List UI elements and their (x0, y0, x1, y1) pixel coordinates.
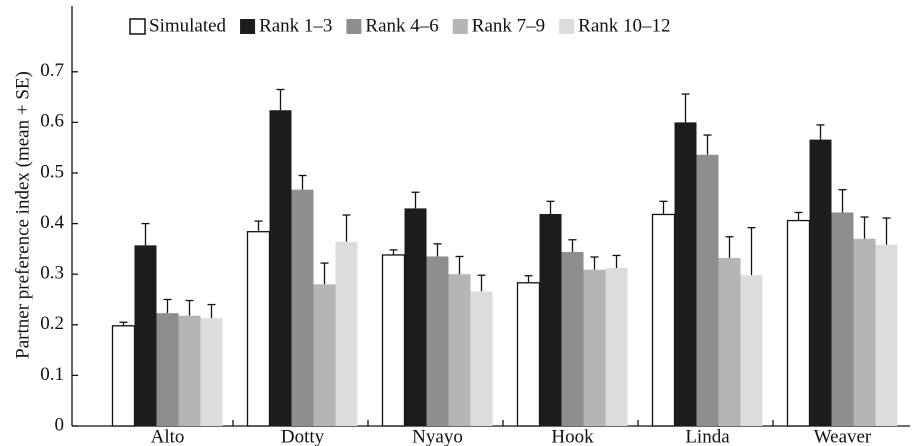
error-bar (546, 200, 555, 214)
error-bar (433, 243, 442, 257)
error-bar (320, 262, 329, 285)
legend-label: Rank 4–6 (365, 15, 438, 36)
error-bar (659, 200, 668, 215)
bar (313, 284, 336, 426)
error-bar (276, 88, 285, 111)
bar (335, 241, 358, 426)
legend-swatch (240, 19, 256, 34)
legend-swatch (559, 19, 575, 34)
bar (853, 238, 876, 426)
y-tick-label: 0.6 (40, 111, 64, 132)
error-bar (794, 211, 803, 221)
y-tick-label: 0.2 (40, 313, 64, 334)
bar (561, 251, 584, 426)
error-bar (860, 216, 869, 239)
bar (516, 282, 541, 427)
error-bar (477, 274, 486, 292)
bar (156, 313, 179, 426)
error-bar (612, 254, 621, 269)
x-tick-label: Dotty (281, 426, 325, 446)
y-axis-label: Partner preference index (mean + SE) (12, 71, 33, 359)
error-bar (524, 275, 533, 283)
error-bar (816, 124, 825, 140)
bar (426, 256, 449, 426)
bar (809, 139, 832, 426)
y-tick-label: 0.3 (40, 263, 64, 284)
error-bar (838, 189, 847, 213)
bar (404, 208, 427, 426)
legend-label: Simulated (149, 15, 227, 36)
bar (134, 245, 157, 426)
bar (246, 231, 271, 427)
legend-swatch (129, 18, 146, 35)
bar (651, 213, 676, 427)
x-tick-label: Hook (551, 426, 594, 446)
y-tick-label: 0.1 (40, 364, 64, 385)
bar (269, 110, 292, 426)
error-bar (342, 214, 351, 242)
y-tick-label: 0 (55, 414, 65, 435)
error-bar (590, 256, 599, 270)
bar (448, 274, 471, 426)
legend-swatch (346, 19, 362, 34)
error-bar (141, 222, 150, 246)
error-bar (882, 217, 891, 245)
x-tick-label: Alto (151, 426, 185, 446)
bar (200, 318, 223, 426)
bar (674, 122, 697, 426)
bar (696, 154, 719, 426)
bar (875, 244, 898, 426)
legend-label: Rank 7–9 (472, 15, 545, 36)
bar (111, 325, 136, 427)
bar (470, 291, 493, 426)
error-bar (207, 303, 216, 319)
bar (381, 254, 406, 427)
error-bar (185, 299, 194, 316)
bar (605, 268, 628, 426)
error-bar (725, 236, 734, 258)
bar (786, 219, 811, 427)
legend-swatch (452, 19, 468, 34)
y-tick-label: 0.4 (40, 212, 64, 233)
y-tick-label: 0.7 (40, 60, 64, 81)
bar (539, 213, 562, 426)
error-bar (747, 226, 756, 276)
error-bar (254, 220, 263, 232)
x-tick-label: Weaver (814, 426, 872, 446)
error-bar (163, 298, 172, 314)
error-bar (298, 174, 307, 190)
legend-label: Rank 10–12 (578, 15, 670, 36)
error-bar (389, 249, 398, 255)
bar (831, 212, 854, 426)
error-bar (411, 191, 420, 209)
bar (718, 258, 741, 426)
error-bar (703, 134, 712, 155)
x-tick-label: Nyayo (412, 426, 463, 446)
bar (291, 189, 314, 426)
error-bar (681, 93, 690, 123)
error-bar (455, 255, 464, 275)
bar (583, 269, 606, 426)
error-bar (568, 239, 577, 252)
legend-label: Rank 1–3 (259, 15, 332, 36)
y-tick-label: 0.5 (40, 161, 64, 182)
bar (178, 315, 201, 426)
bar (740, 275, 763, 426)
x-tick-label: Linda (685, 426, 730, 446)
